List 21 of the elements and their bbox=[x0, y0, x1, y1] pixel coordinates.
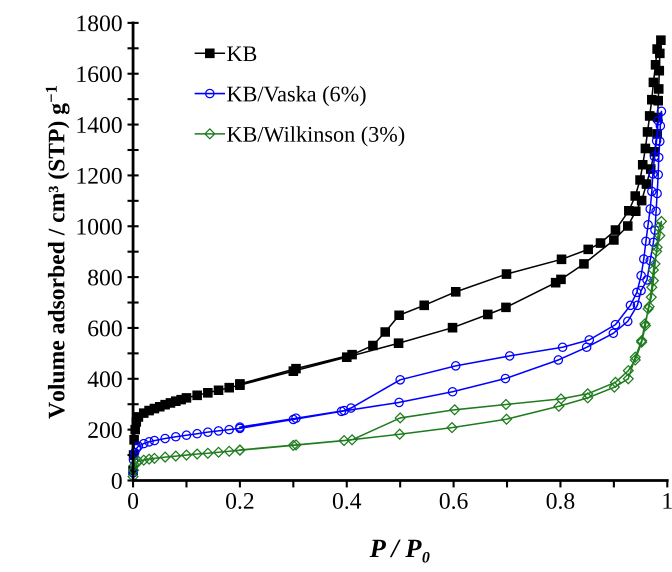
x-tick-label: 1 bbox=[663, 493, 672, 509]
x-tick-label: 0.8 bbox=[546, 492, 574, 510]
x-tick-label: 0 bbox=[128, 492, 138, 509]
y-tick-label: 1400 bbox=[77, 117, 122, 133]
y-tick-label: 400 bbox=[88, 371, 122, 388]
x-tick-label: 0.4 bbox=[332, 492, 362, 510]
y-tick-label: 200 bbox=[88, 422, 122, 438]
x-tick-label: 0.6 bbox=[440, 492, 468, 510]
y-tick-label: 800 bbox=[88, 270, 122, 286]
y-axis-title: Volume adsorbed / cm³ (STP) g$^{−1}$ bbox=[46, 86, 70, 419]
legend-label: KB/Vaska (6%) bbox=[227, 86, 366, 106]
legend-label: KB bbox=[227, 46, 256, 62]
y-tick-label: 1800 bbox=[77, 15, 122, 32]
legend-label: KB/Wilkinson (3%) bbox=[227, 126, 404, 146]
x-axis-title: P / P₀ bbox=[370, 540, 430, 563]
y-tick-label: 1600 bbox=[77, 66, 122, 82]
y-tick-label: 1200 bbox=[77, 168, 122, 184]
x-tick-label: 0.2 bbox=[226, 492, 254, 510]
y-tick-label: 600 bbox=[88, 320, 122, 336]
y-tick-label: 0 bbox=[112, 472, 122, 489]
y-tick-label: 1000 bbox=[77, 218, 122, 235]
